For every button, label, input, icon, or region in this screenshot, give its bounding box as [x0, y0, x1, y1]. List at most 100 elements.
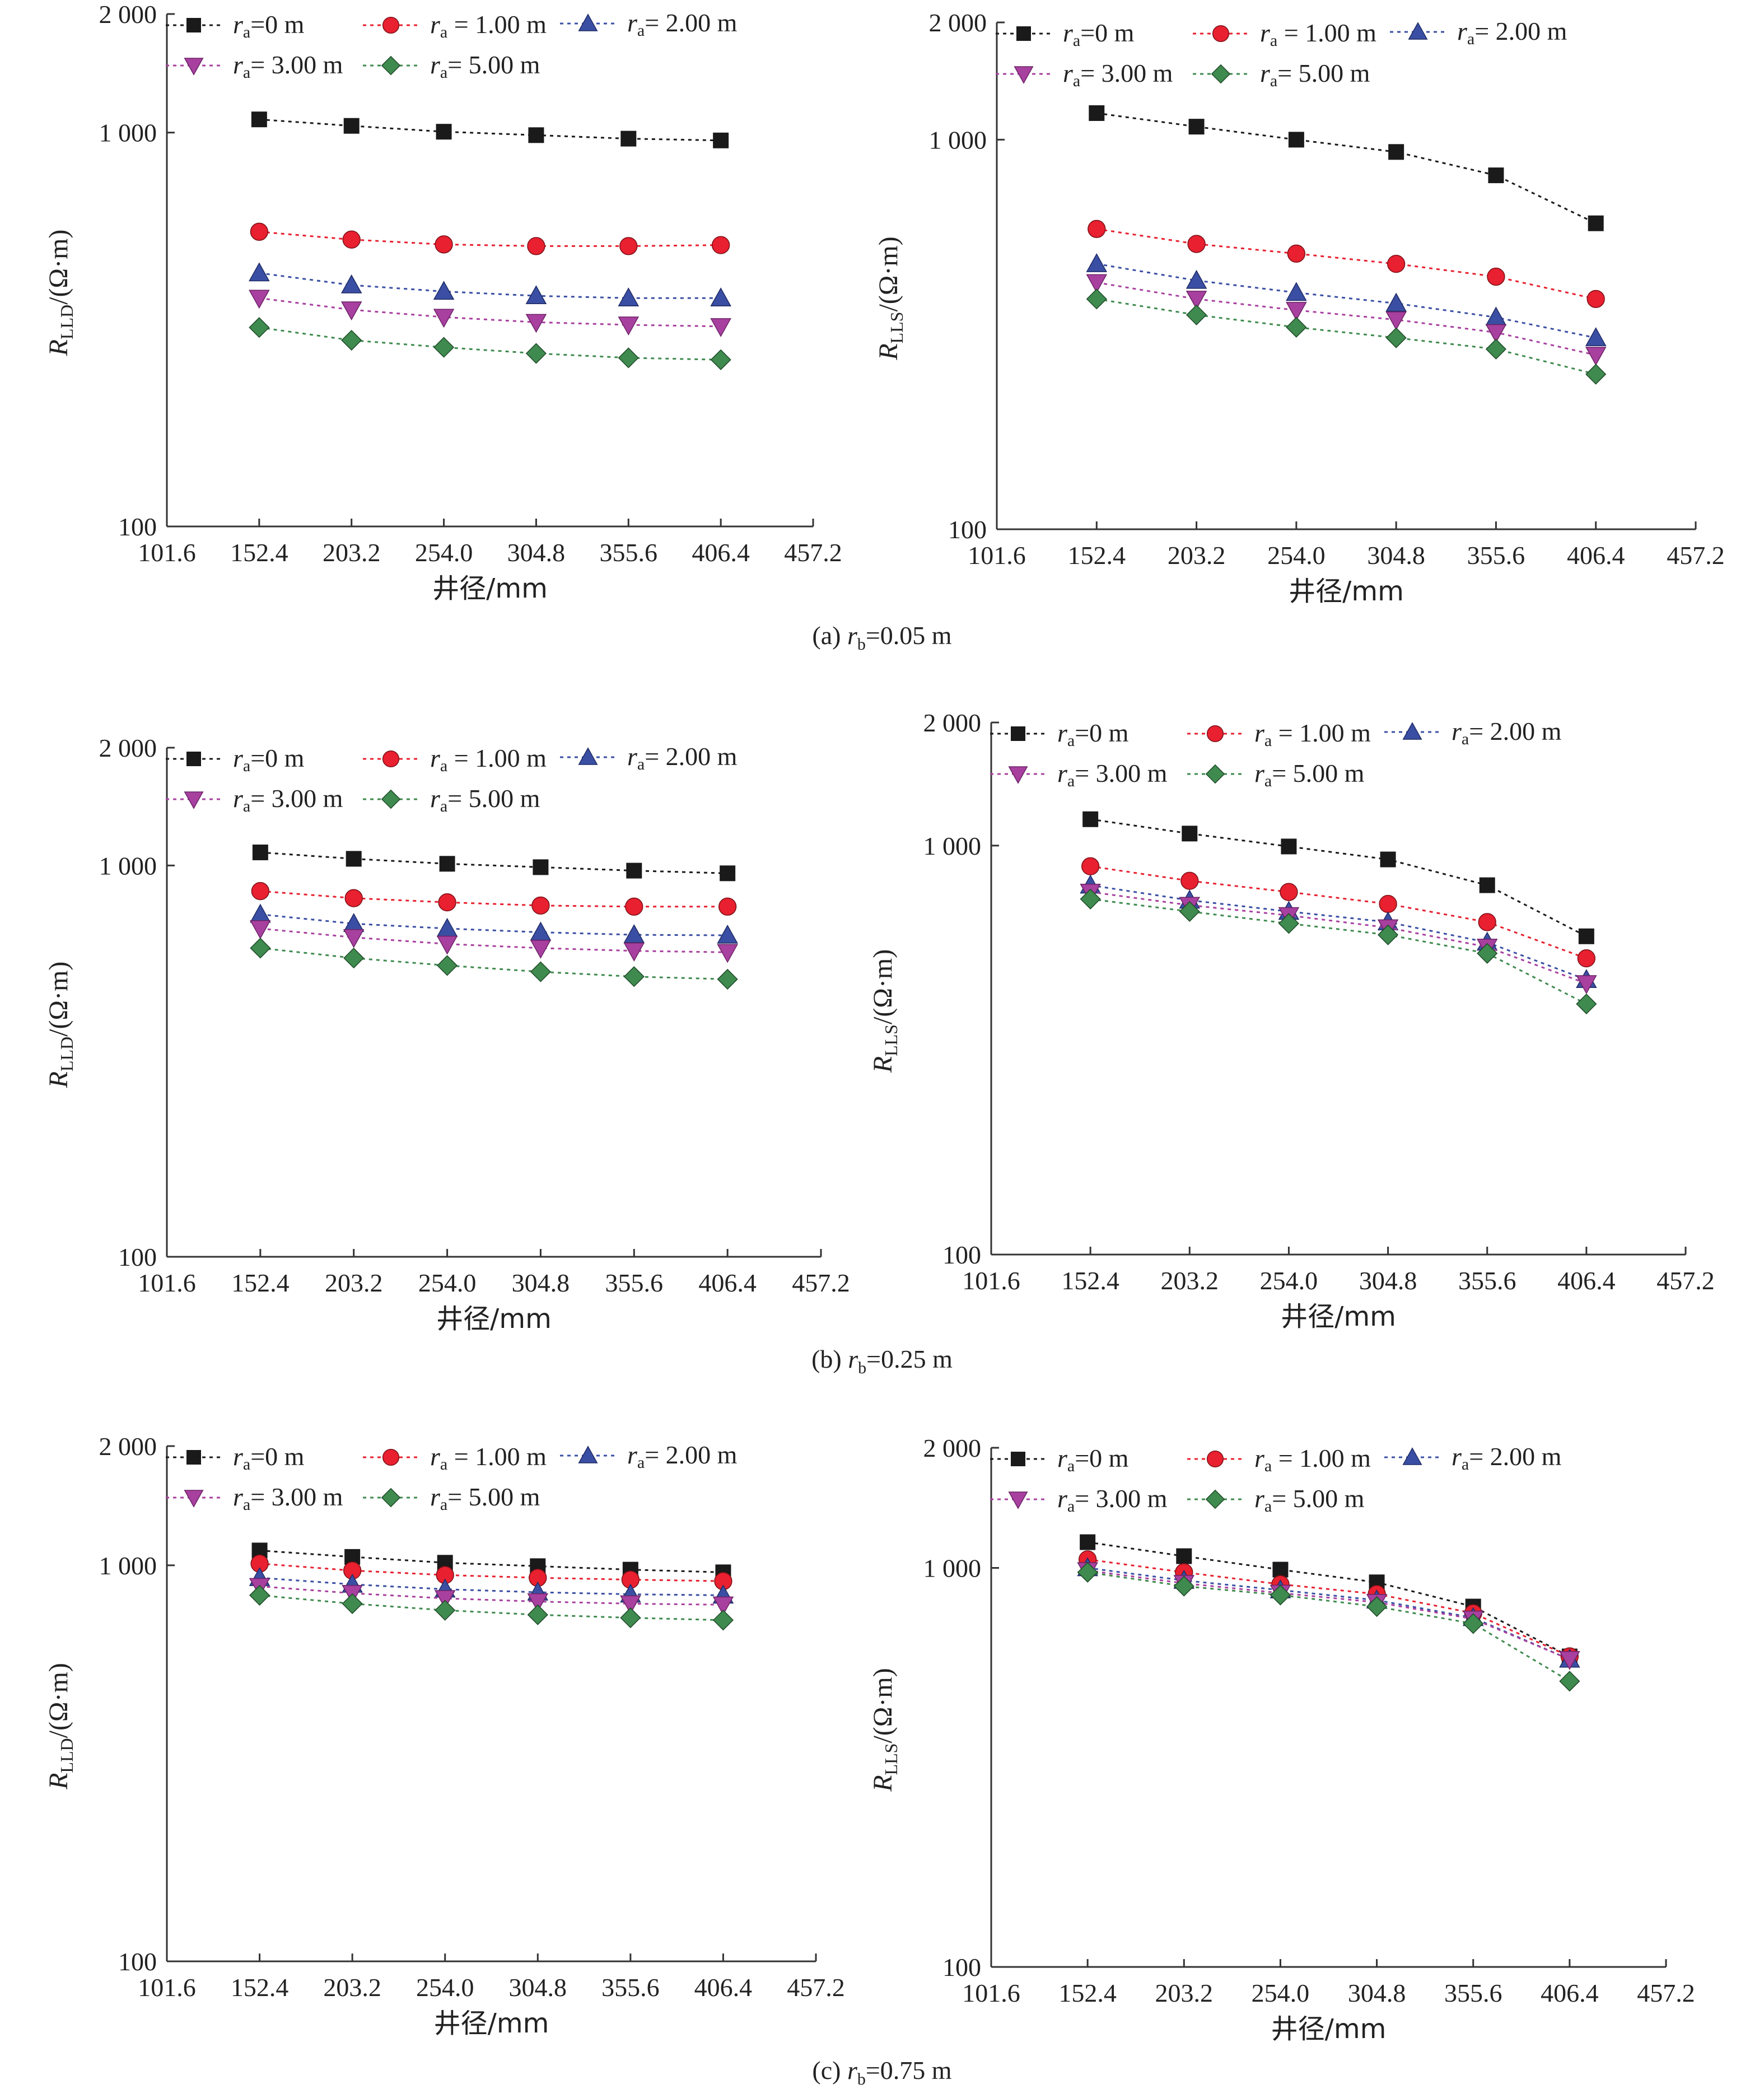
- y-axis-label-sub: LLD: [57, 1037, 77, 1071]
- legend-label-r: r: [1057, 759, 1068, 787]
- legend-label-text: =0 m: [250, 744, 304, 772]
- x-axis-label: 井径/mm: [436, 1303, 552, 1335]
- data-point: [343, 118, 360, 134]
- series-line: [1087, 1571, 1570, 1682]
- data-point: [713, 132, 729, 148]
- legend-marker: [1211, 64, 1231, 84]
- legend-label-text: = 5.00 m: [447, 1482, 540, 1511]
- data-point: [1585, 327, 1607, 346]
- series-line: [1090, 884, 1587, 981]
- legend-label-r: r: [1057, 719, 1068, 747]
- x-tick-label: 203.2: [1168, 541, 1226, 570]
- legend-marker: [1016, 26, 1031, 41]
- series-line: [260, 890, 728, 908]
- data-point: [527, 1593, 549, 1612]
- x-tick-label: 203.2: [323, 538, 381, 567]
- data-point: [1477, 943, 1498, 964]
- data-point: [1077, 1561, 1098, 1583]
- data-point: [436, 935, 458, 955]
- legend-label-r: r: [1057, 1444, 1068, 1472]
- data-point: [618, 287, 640, 306]
- x-tick-label: 254.0: [1260, 1266, 1318, 1295]
- legend-marker: [382, 16, 400, 34]
- legend-label-sub: a: [1264, 1497, 1272, 1516]
- data-point: [1385, 327, 1407, 348]
- data-point: [434, 1590, 456, 1609]
- legend-label: ra= 5.00 m: [430, 50, 540, 82]
- caption-b-sub: b: [858, 1359, 867, 1378]
- legend: ra=0 m ra = 1.00 m ra= 2.00 mra= 3.00 m ra=…: [166, 742, 738, 815]
- caption-c-prefix: (c): [812, 2056, 841, 2085]
- legend-label-text: = 1.00 m: [447, 1442, 547, 1471]
- series-line: [1087, 1541, 1570, 1657]
- legend: ra=0 m ra = 1.00 m ra= 2.00 mra= 3.00 m ra=…: [166, 1440, 738, 1514]
- legend-label-sub: a: [243, 797, 250, 815]
- legend-label-r: r: [1260, 18, 1271, 47]
- data-point: [1286, 282, 1307, 301]
- legend-label-r: r: [627, 8, 638, 37]
- data-point: [1487, 267, 1505, 286]
- data-point: [1086, 288, 1107, 310]
- data-point: [249, 1584, 270, 1606]
- data-point: [1559, 1651, 1580, 1670]
- legend: ra=0 m ra = 1.00 m ra= 2.00 mra= 3.00 m ra=…: [996, 17, 1567, 90]
- data-point: [340, 274, 362, 293]
- data-point: [344, 889, 363, 907]
- data-point: [250, 938, 271, 959]
- data-point: [249, 262, 270, 282]
- legend-label-sub: a: [1270, 31, 1277, 50]
- y-tick-label: 1 000: [923, 1554, 982, 1582]
- x-tick-label: 355.6: [601, 1973, 660, 2002]
- legend-label: ra=0 m: [1057, 1444, 1129, 1475]
- legend-marker: [578, 1446, 598, 1463]
- legend-label: ra= 5.00 m: [430, 1482, 540, 1514]
- caption-c-rest: =0.75 m: [865, 2056, 952, 2085]
- legend-marker: [1206, 725, 1224, 743]
- y-axis-label-units: /(Ω·m): [874, 236, 903, 311]
- y-axis-label: RLLS/(Ω·m): [868, 949, 901, 1074]
- y-axis-label-sub: LLD: [57, 1738, 77, 1773]
- series-line: [259, 118, 721, 142]
- data-point: [712, 1596, 734, 1616]
- legend-label-text: = 1.00 m: [447, 10, 547, 39]
- series-line: [259, 1549, 724, 1573]
- x-axis-label: 井径/mm: [1271, 2013, 1387, 2045]
- y-tick-label: 2 000: [923, 1434, 982, 1462]
- data-point: [717, 924, 738, 944]
- y-axis-label-units: /(Ω·m): [44, 230, 73, 305]
- x-tick-label: 254.0: [1267, 541, 1326, 570]
- legend-marker: [184, 1490, 204, 1508]
- legend-label-text: = 5.00 m: [1272, 759, 1364, 787]
- legend-label-text: =0 m: [1080, 18, 1134, 47]
- data-point: [1089, 105, 1105, 121]
- caption-a: (a) rb=0.05 m: [0, 621, 1764, 654]
- data-point: [527, 237, 545, 255]
- series-line: [259, 297, 721, 328]
- data-point: [438, 893, 456, 912]
- legend: ra=0 m ra = 1.00 m ra= 2.00 mra= 3.00 m ra=…: [990, 1442, 1562, 1516]
- legend-label-sub: a: [637, 1453, 645, 1472]
- legend-label-sub: a: [243, 757, 250, 775]
- legend-label-sub: a: [243, 63, 250, 82]
- caption-a-prefix: (a): [812, 621, 841, 650]
- data-point: [1086, 253, 1108, 272]
- legend-label-text: = 3.00 m: [250, 784, 343, 813]
- data-point: [435, 1600, 456, 1621]
- caption-b-r: r: [848, 1345, 858, 1373]
- x-tick-label: 406.4: [1567, 541, 1625, 570]
- x-tick-label: 406.4: [1541, 1979, 1599, 2007]
- legend-label-text: = 2.00 m: [1469, 717, 1561, 745]
- data-point: [525, 314, 547, 333]
- data-point: [527, 1604, 548, 1625]
- legend-marker: [381, 55, 401, 76]
- legend-label-sub: a: [1264, 731, 1272, 750]
- data-point: [620, 1607, 641, 1629]
- x-tick-label: 304.8: [1359, 1266, 1417, 1295]
- caption-a-sub: b: [857, 635, 866, 654]
- y-tick-label: 100: [118, 1243, 157, 1271]
- y-tick-label: 2 000: [99, 734, 157, 762]
- x-axis-label: 井径/mm: [432, 573, 548, 604]
- legend-marker: [578, 747, 598, 765]
- legend-label-text: = 3.00 m: [1075, 1484, 1167, 1513]
- legend-marker: [382, 1448, 400, 1466]
